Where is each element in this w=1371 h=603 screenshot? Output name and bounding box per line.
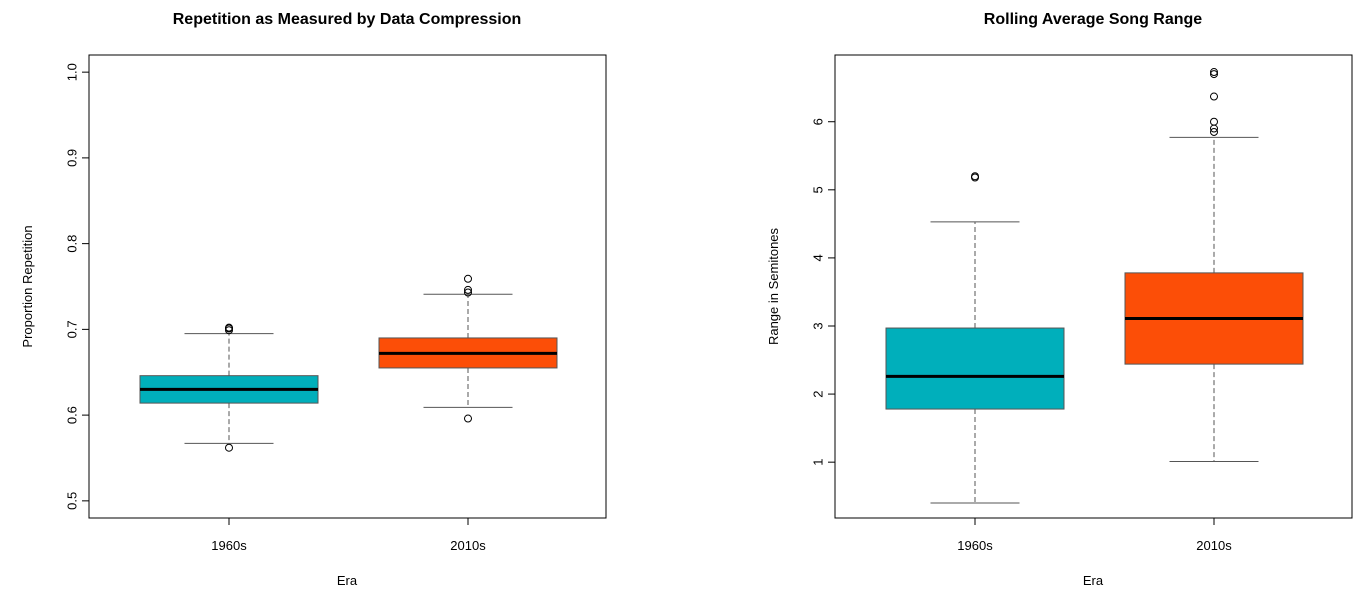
outlier-point bbox=[464, 285, 472, 294]
outlier-point bbox=[464, 414, 472, 423]
y-tick-label: 1 bbox=[811, 459, 826, 466]
y-tick-label: 0.7 bbox=[65, 320, 80, 338]
x-tick-label: 1960s bbox=[211, 538, 247, 553]
y-tick-label: 3 bbox=[811, 322, 826, 329]
outlier-point bbox=[225, 323, 233, 332]
y-axis-label: Range in Semitones bbox=[766, 227, 781, 345]
chart-panel-1: Repetition as Measured by Data Compressi… bbox=[20, 11, 607, 588]
y-tick-label: 0.8 bbox=[65, 235, 80, 253]
y-tick-label: 5 bbox=[811, 186, 826, 193]
y-tick-label: 1.0 bbox=[65, 63, 80, 81]
x-tick-label: 2010s bbox=[1196, 538, 1232, 553]
outlier-point bbox=[1210, 68, 1218, 77]
x-tick-label: 1960s bbox=[957, 538, 993, 553]
box-2010s bbox=[378, 274, 558, 423]
y-tick-label: 6 bbox=[811, 118, 826, 125]
outlier-point bbox=[1210, 70, 1218, 79]
outlier-point bbox=[225, 443, 233, 452]
y-tick-label: 0.5 bbox=[65, 492, 80, 510]
y-axis-label: Proportion Repetition bbox=[20, 225, 35, 347]
outlier-point bbox=[1210, 92, 1218, 101]
y-tick-label: 2 bbox=[811, 390, 826, 397]
y-tick-label: 0.9 bbox=[65, 149, 80, 167]
chart-title: Repetition as Measured by Data Compressi… bbox=[173, 11, 522, 28]
outlier-point bbox=[464, 274, 472, 283]
x-axis-label: Era bbox=[337, 573, 358, 588]
y-tick-label: 4 bbox=[811, 254, 826, 261]
plot-frame bbox=[834, 54, 1353, 519]
outlier-point bbox=[1210, 127, 1218, 136]
chart-title: Rolling Average Song Range bbox=[984, 11, 1203, 28]
x-axis-label: Era bbox=[1083, 573, 1104, 588]
outlier-point bbox=[1210, 117, 1218, 126]
x-tick-label: 2010s bbox=[450, 538, 486, 553]
outlier-point bbox=[971, 172, 979, 181]
box-2010s bbox=[1124, 68, 1304, 462]
chart-panel-2: Rolling Average Song Range 1 2 3 4 5 6 1960s 201… bbox=[766, 11, 1353, 588]
outlier-point bbox=[464, 288, 472, 297]
iqr-box bbox=[885, 327, 1065, 410]
box-1960s bbox=[139, 323, 319, 452]
y-tick-label: 0.6 bbox=[65, 406, 80, 424]
plot-frame bbox=[88, 54, 607, 519]
box-1960s bbox=[885, 172, 1065, 504]
